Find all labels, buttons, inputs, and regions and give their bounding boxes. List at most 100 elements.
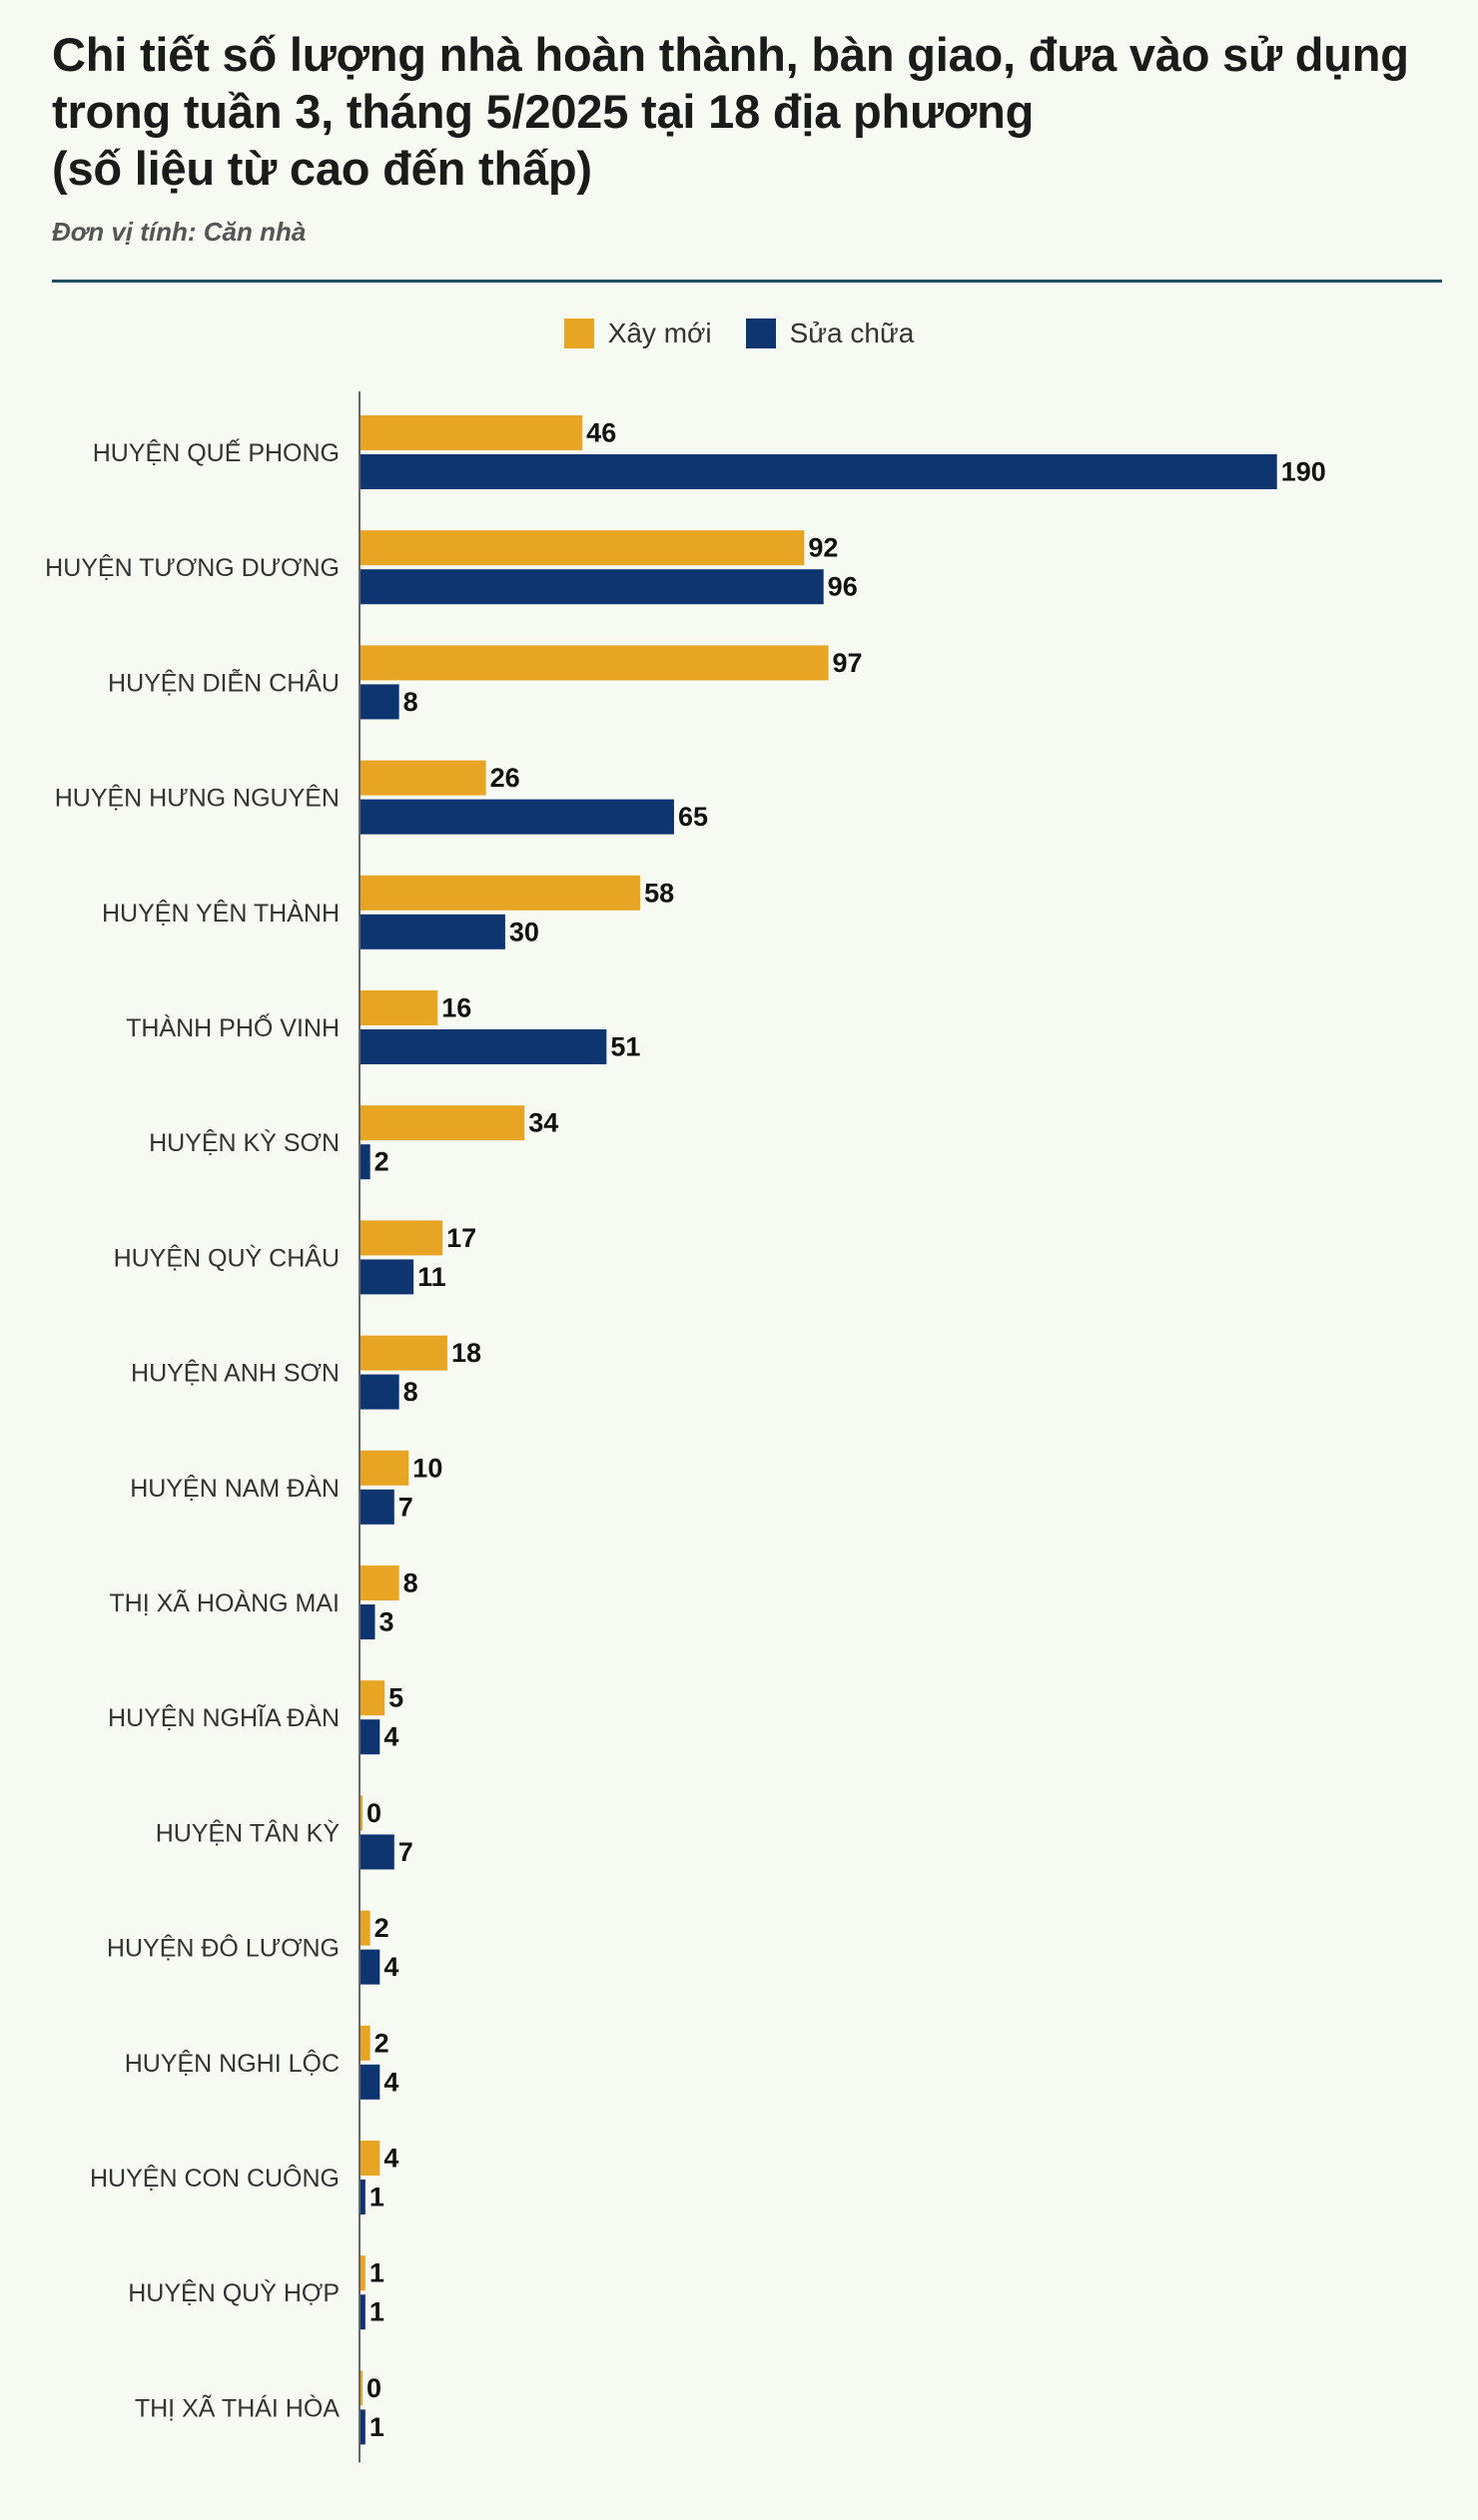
category-label: HUYỆN NGHĨA ĐÀN xyxy=(108,1703,340,1732)
category-label: HUYỆN DIỄN CHÂU xyxy=(108,667,340,697)
category-label: HUYỆN KỲ SƠN xyxy=(149,1128,340,1157)
bar-repair xyxy=(361,799,674,835)
bar-new xyxy=(361,645,829,681)
bar-new xyxy=(361,1680,385,1716)
bar-new xyxy=(361,990,438,1025)
bar-repair xyxy=(361,914,505,949)
bar-new xyxy=(361,2025,370,2061)
bar-repair xyxy=(361,454,1277,489)
bar-repair xyxy=(361,2409,366,2445)
value-label-new: 5 xyxy=(388,1683,403,1713)
category-label: HUYỆN QUỲ HỢP xyxy=(128,2278,340,2307)
bar-new xyxy=(361,530,805,566)
bar-repair xyxy=(361,1489,394,1525)
value-label-repair: 4 xyxy=(383,1952,398,1982)
value-label-new: 2 xyxy=(374,1913,389,1943)
category-label: HUYỆN TƯƠNG DƯƠNG xyxy=(45,553,340,582)
bar-repair xyxy=(361,1144,370,1180)
bar-chart: HUYỆN QUẾ PHONG 46 190 HUYỆN TƯƠNG DƯƠNG 92 9… xyxy=(45,391,1326,2463)
title-line-2: trong tuần 3, tháng 5/2025 tại 18 địa ph… xyxy=(52,85,1035,138)
value-label-new: 16 xyxy=(441,993,471,1023)
bar-new xyxy=(361,1105,525,1141)
value-label-new: 58 xyxy=(644,878,674,908)
category-label: HUYỆN CON CUÔNG xyxy=(90,2164,340,2193)
value-label-new: 8 xyxy=(403,1569,418,1598)
bar-repair xyxy=(361,1949,380,1985)
category-label: THỊ XÃ THÁI HÒA xyxy=(135,2393,340,2422)
bar-repair xyxy=(361,2064,380,2100)
bar-repair xyxy=(361,1719,380,1755)
title-line-1: Chi tiết số lượng nhà hoàn thành, bàn gi… xyxy=(52,28,1409,81)
legend-item-new: Xây mới xyxy=(563,317,712,349)
category-label: HUYỆN QUẾ PHONG xyxy=(93,438,340,467)
bar-new xyxy=(361,415,583,450)
value-label-repair: 7 xyxy=(398,1837,413,1867)
value-label-repair: 7 xyxy=(398,1492,413,1522)
bar-repair xyxy=(361,1259,414,1295)
bar-new xyxy=(361,1450,409,1486)
legend-swatch-repair xyxy=(745,318,776,348)
bar-new xyxy=(361,760,486,796)
value-label-repair: 2 xyxy=(374,1147,389,1177)
category-label: HUYỆN HƯNG NGUYÊN xyxy=(55,784,340,813)
title-line-3: (số liệu từ cao đến thấp) xyxy=(52,142,592,195)
category-label: HUYỆN TÂN KỲ xyxy=(156,1818,341,1847)
legend-item-repair: Sửa chữa xyxy=(745,317,915,349)
value-label-repair: 30 xyxy=(509,917,539,946)
value-label-repair: 4 xyxy=(383,2067,398,2097)
bar-new xyxy=(361,1220,443,1256)
bar-repair xyxy=(361,684,399,720)
value-label-new: 1 xyxy=(370,2258,384,2288)
bar-new xyxy=(361,2255,366,2291)
header-divider xyxy=(52,280,1442,283)
value-label-new: 92 xyxy=(808,533,838,563)
value-label-new: 97 xyxy=(833,648,863,678)
legend-label-repair: Sửa chữa xyxy=(789,317,915,348)
bar-repair xyxy=(361,1029,607,1064)
bar-repair xyxy=(361,1604,375,1639)
category-label: HUYỆN ĐÔ LƯƠNG xyxy=(107,1934,340,1963)
value-label-repair: 11 xyxy=(417,1262,446,1292)
bar-repair xyxy=(361,2294,366,2330)
bar-new xyxy=(361,1795,363,1831)
value-label-repair: 8 xyxy=(403,687,418,717)
value-label-repair: 8 xyxy=(403,1377,418,1407)
value-label-repair: 51 xyxy=(610,1032,640,1062)
category-label: HUYỆN ANH SƠN xyxy=(131,1359,340,1388)
chart-header: Chi tiết số lượng nhà hoàn thành, bàn gi… xyxy=(52,26,1450,248)
category-label: HUYỆN NAM ĐÀN xyxy=(130,1474,340,1503)
value-label-new: 0 xyxy=(367,1798,381,1828)
value-label-repair: 1 xyxy=(370,2297,384,2327)
value-label-new: 2 xyxy=(374,2028,389,2058)
bar-new xyxy=(361,2370,363,2406)
bar-new xyxy=(361,2141,380,2176)
value-label-new: 17 xyxy=(446,1223,476,1253)
value-label-new: 10 xyxy=(412,1453,442,1483)
category-label: THỊ XÃ HOÀNG MAI xyxy=(109,1588,340,1617)
value-label-new: 34 xyxy=(528,1108,558,1138)
chart-legend: Xây mới Sửa chữa xyxy=(0,317,1478,349)
value-label-repair: 1 xyxy=(370,2183,384,2212)
category-label: HUYỆN NGHI LỘC xyxy=(125,2049,340,2078)
value-label-repair: 3 xyxy=(378,1607,393,1637)
value-label-repair: 1 xyxy=(370,2412,384,2442)
bar-repair xyxy=(361,569,824,605)
category-label: HUYỆN QUỲ CHÂU xyxy=(114,1243,340,1272)
bar-new xyxy=(361,875,641,911)
value-label-new: 46 xyxy=(586,418,616,448)
value-label-repair: 65 xyxy=(678,802,708,832)
value-label-new: 0 xyxy=(367,2373,381,2403)
bar-repair xyxy=(361,1834,394,1870)
category-label: HUYỆN YÊN THÀNH xyxy=(102,899,340,928)
value-label-new: 26 xyxy=(490,763,520,793)
value-label-new: 4 xyxy=(383,2144,398,2174)
legend-label-new: Xây mới xyxy=(607,317,712,348)
bar-repair xyxy=(361,1374,399,1410)
legend-swatch-new xyxy=(563,318,594,348)
bar-repair xyxy=(361,2180,366,2214)
value-label-new: 18 xyxy=(451,1338,481,1368)
bar-new xyxy=(361,1910,370,1946)
category-label: THÀNH PHỐ VINH xyxy=(126,1012,340,1042)
unit-label: Đơn vị tính: Căn nhà xyxy=(52,217,307,247)
chart-title: Chi tiết số lượng nhà hoàn thành, bàn gi… xyxy=(52,26,1450,197)
